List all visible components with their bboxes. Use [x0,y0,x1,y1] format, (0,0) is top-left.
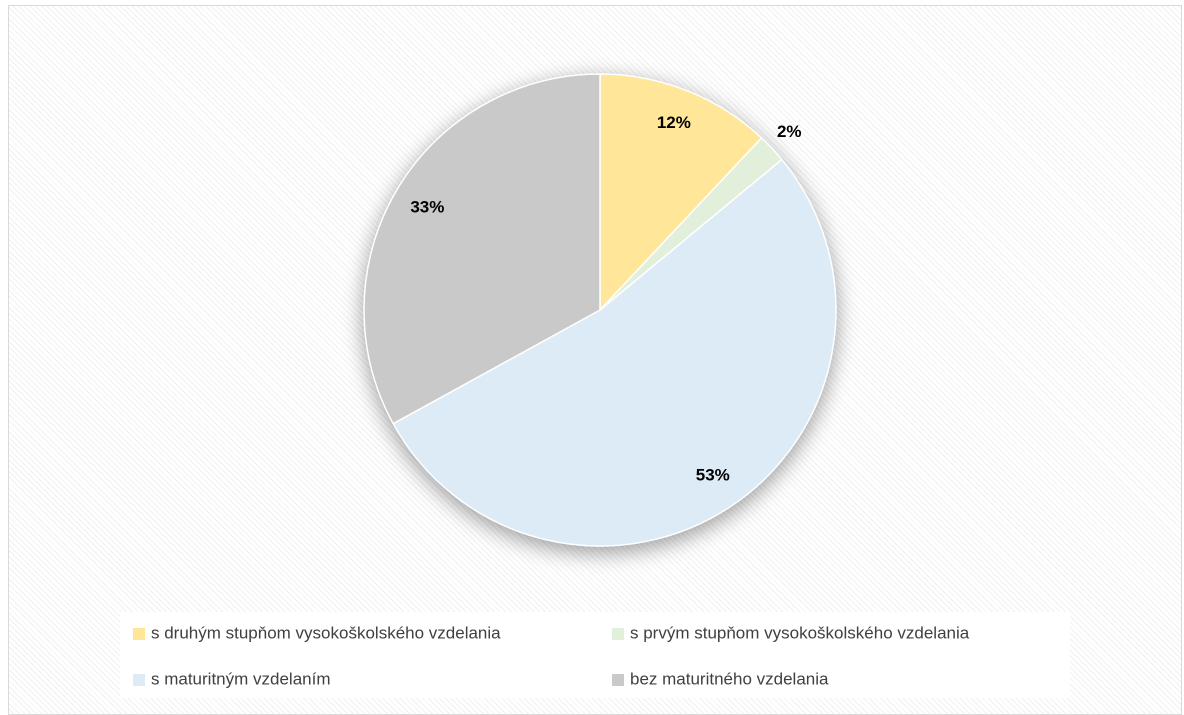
legend-label: s prvým stupňom vysokoškolského vzdelani… [630,623,970,642]
legend-label: s druhým stupňom vysokoškolského vzdelan… [151,623,501,642]
pie-slice [392,158,837,547]
data-label: 33% [410,197,444,216]
pie-slice [363,73,601,425]
legend-label: bez maturitného vzdelania [630,669,829,688]
legend-label: s maturitným vzdelaním [151,669,331,688]
legend-box [120,612,1070,698]
pie-slice [599,73,763,312]
data-label: 2% [777,122,802,141]
legend-swatch [133,674,145,686]
legend-swatch [612,674,624,686]
data-label: 12% [657,113,691,132]
legend-swatch [133,628,145,640]
legend-swatch [612,628,624,640]
data-label: 53% [696,465,730,484]
